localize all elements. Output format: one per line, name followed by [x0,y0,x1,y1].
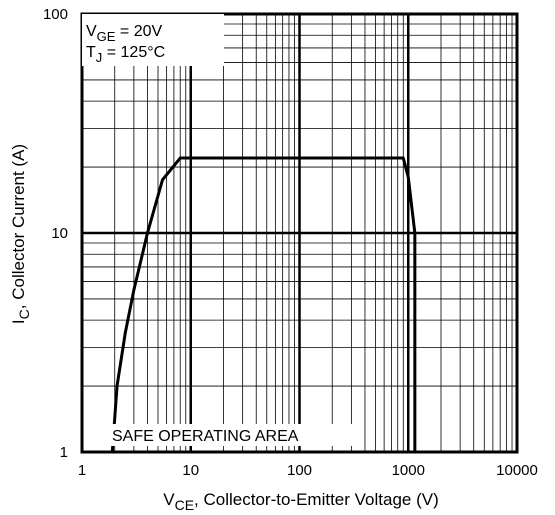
condition-tj-sub: J [96,50,103,65]
condition-tj: TJ = 125°C [86,44,165,65]
y-tick-label: 10 [51,225,68,242]
condition-tj-main: T [86,44,96,61]
x-tick-label: 1000 [392,462,425,479]
conditions-box: VGE = 20V TJ = 125°C [82,14,224,66]
conditions-background [82,14,224,66]
tick-labels: 1 10 100 1000 10000 1 10 100 [43,6,538,479]
x-tick-label: 1 [78,462,86,479]
annotation-label: SAFE OPERATING AREA [112,428,299,445]
y-tick-label: 1 [60,444,68,461]
condition-tj-rest: = 125°C [102,44,165,61]
x-axis-label: VCE, Collector-to-Emitter Voltage (V) [163,490,439,513]
annotation-group: SAFE OPERATING AREA [110,424,352,446]
annotation-background [110,424,352,446]
x-tick-label: 10 [182,462,199,479]
condition-vge-rest: = 20V [115,23,162,40]
y-tick-label: 100 [43,6,68,23]
y-axis-label-sub: C [16,309,32,319]
x-axis-label-sub: CE [175,497,194,513]
y-axis-label-main: I [9,319,28,324]
series-layer [110,156,417,453]
plot-border [80,12,519,454]
y-axis-label-rest: , Collector Current (A) [9,144,28,309]
series-line-0 [110,156,417,453]
grid-lines [80,12,519,454]
x-axis-label-rest: , Collector-to-Emitter Voltage (V) [194,490,439,509]
plot-frame [80,12,519,454]
x-axis-label-main: V [163,490,175,509]
y-axis-label: IC, Collector Current (A) [9,144,32,324]
condition-vge: VGE = 20V [86,23,163,44]
x-tick-label: 100 [287,462,312,479]
condition-vge-sub: GE [97,29,116,44]
x-tick-label: 10000 [496,462,538,479]
condition-vge-main: V [86,23,97,40]
